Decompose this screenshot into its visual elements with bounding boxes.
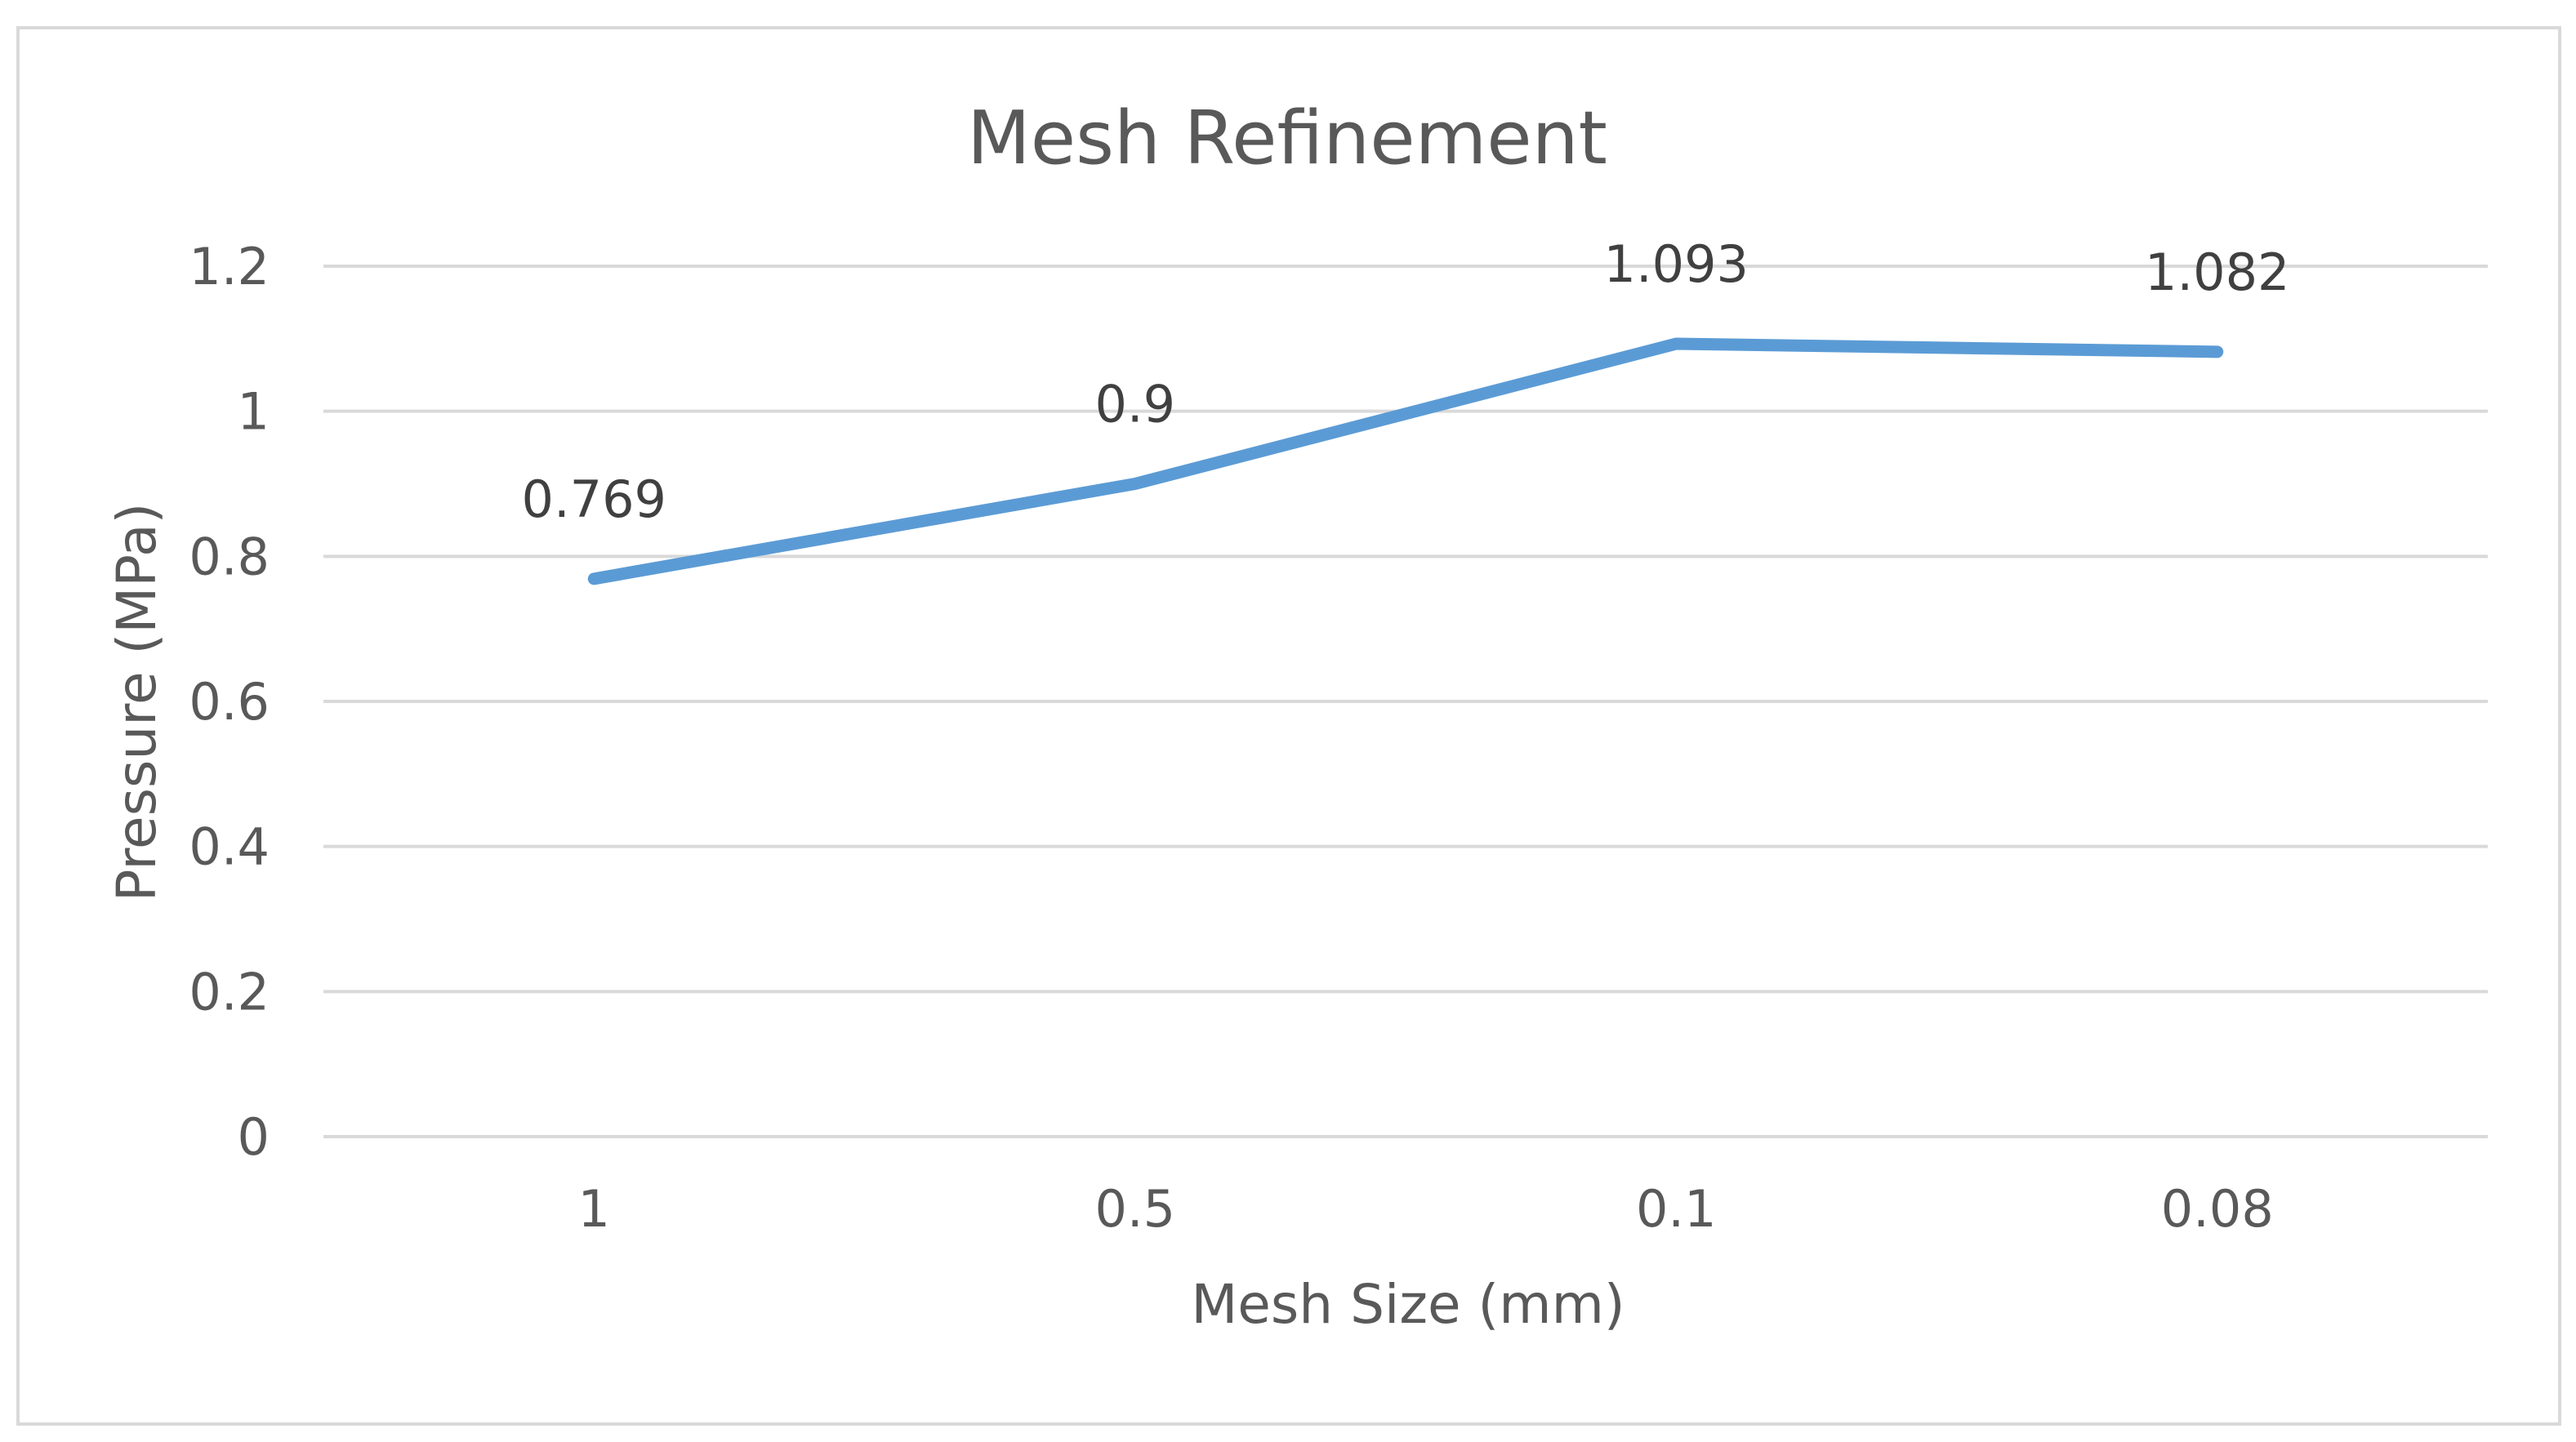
- data-label: 0.769: [522, 470, 667, 529]
- x-axis-title: Mesh Size (mm): [1191, 1273, 1624, 1336]
- x-tick-label: 0.08: [2161, 1179, 2274, 1239]
- data-point: [1129, 478, 1141, 490]
- y-tick-label: 0.8: [189, 527, 270, 586]
- y-tick-label: 0: [238, 1107, 270, 1167]
- x-tick-label: 0.5: [1094, 1179, 1175, 1239]
- chart-title: Mesh Refinement: [967, 96, 1607, 181]
- y-tick-label: 0.4: [189, 817, 270, 877]
- data-point: [2211, 345, 2223, 358]
- y-tick-label: 0.2: [189, 962, 270, 1021]
- y-axis-ticks: 0 0.2 0.4 0.6 0.8 1 1.2: [189, 237, 270, 1167]
- data-point: [1670, 338, 1682, 350]
- y-tick-label: 1: [238, 382, 270, 442]
- data-point: [588, 572, 600, 585]
- series-layer: [587, 337, 2224, 585]
- y-tick-label: 0.6: [189, 672, 270, 732]
- data-label: 0.9: [1094, 375, 1175, 434]
- x-tick-label: 1: [578, 1179, 610, 1239]
- data-label: 1.082: [2145, 243, 2290, 302]
- x-tick-label: 0.1: [1636, 1179, 1717, 1239]
- y-tick-label: 1.2: [189, 237, 270, 296]
- chart-frame-border: [16, 26, 2561, 1426]
- data-labels: 0.769 0.9 1.093 1.082: [522, 234, 2290, 529]
- series-line: [587, 337, 2224, 585]
- y-axis-title: Pressure (MPa): [105, 503, 168, 902]
- data-label: 1.093: [1604, 234, 1749, 294]
- x-axis-ticks: 1 0.5 0.1 0.08: [578, 1179, 2274, 1239]
